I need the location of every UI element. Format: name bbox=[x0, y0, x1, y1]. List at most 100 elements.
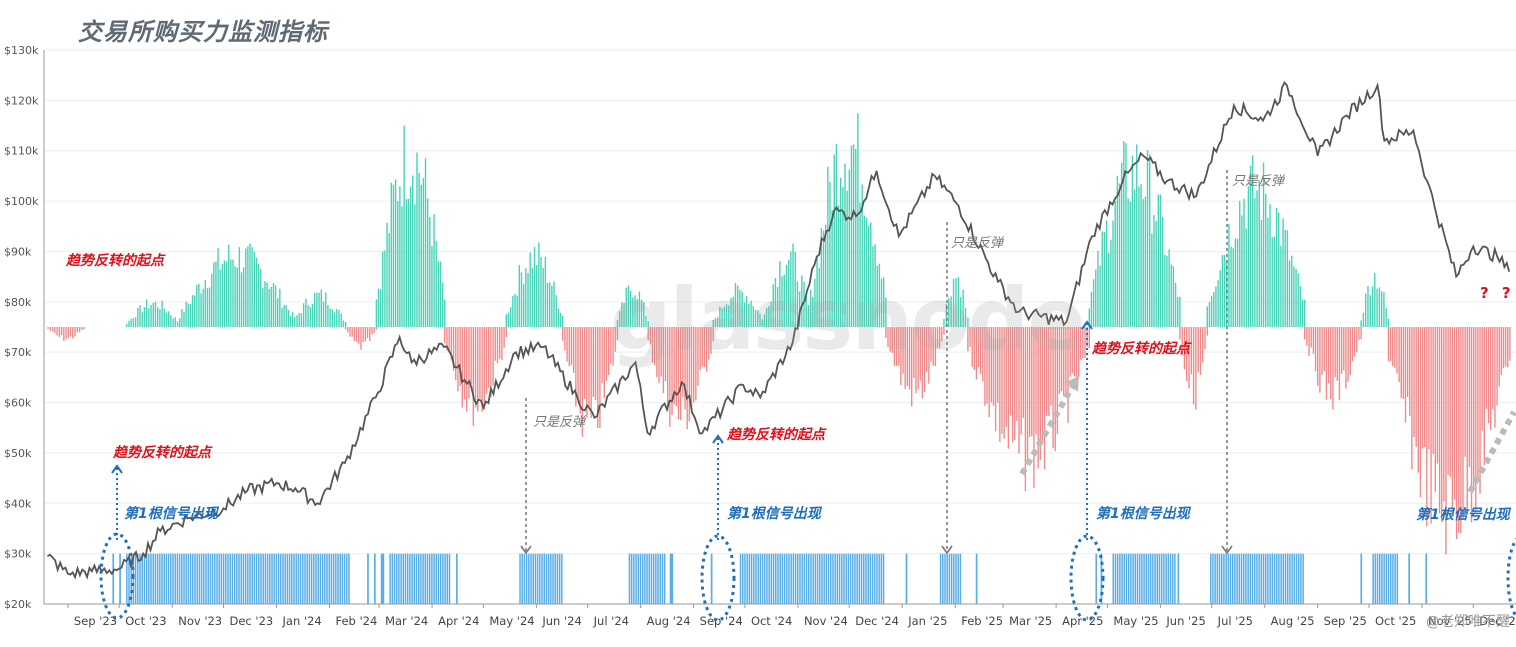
signal-bar bbox=[264, 553, 267, 604]
buying-power-bar-positive bbox=[132, 318, 135, 327]
buying-power-bar-positive bbox=[859, 202, 861, 327]
signal-bar bbox=[1212, 553, 1214, 604]
buying-power-bar-positive bbox=[377, 288, 380, 327]
signal-bar bbox=[830, 553, 832, 604]
buying-power-bar-negative bbox=[1453, 327, 1456, 500]
buying-power-bar-positive bbox=[1288, 260, 1291, 327]
buying-power-bar-positive bbox=[437, 261, 440, 327]
buying-power-bar-positive bbox=[531, 268, 534, 327]
signal-bar bbox=[1376, 553, 1379, 604]
buying-power-bar-negative bbox=[979, 327, 982, 374]
buying-power-bar-positive bbox=[1101, 231, 1103, 327]
signal-bar bbox=[753, 553, 755, 604]
signal-bar bbox=[141, 553, 143, 604]
buying-power-bar-positive bbox=[1380, 291, 1383, 327]
signal-bar bbox=[400, 553, 402, 604]
buying-power-bar-negative bbox=[65, 327, 67, 340]
signal-bar bbox=[1275, 553, 1278, 604]
buying-power-bar-positive bbox=[865, 217, 868, 327]
buying-power-bar-negative bbox=[1332, 327, 1334, 410]
buying-power-bar-positive bbox=[128, 320, 130, 327]
buying-power-bar-negative bbox=[1353, 327, 1356, 357]
buying-power-bar-negative bbox=[610, 327, 612, 364]
buying-power-bar-negative bbox=[69, 327, 72, 337]
signal-bar bbox=[819, 553, 821, 604]
buying-power-bar-negative bbox=[1077, 327, 1080, 378]
buying-power-bar-positive bbox=[728, 305, 730, 327]
signal-bar bbox=[317, 553, 319, 604]
buying-power-bar-negative bbox=[351, 327, 353, 337]
signal-bar bbox=[269, 553, 271, 604]
signal-bar bbox=[630, 553, 633, 604]
buying-power-bar-negative bbox=[994, 327, 997, 432]
buying-power-bar-positive bbox=[507, 312, 510, 327]
buying-power-bar-negative bbox=[1181, 327, 1183, 356]
signal-bar bbox=[532, 553, 534, 604]
signal-bar bbox=[781, 553, 784, 604]
signal-bar bbox=[324, 553, 326, 604]
buying-power-bar-positive bbox=[268, 288, 270, 327]
buying-power-bar-positive bbox=[1273, 236, 1276, 327]
signal-bar bbox=[236, 553, 238, 604]
signal-bar bbox=[198, 553, 201, 604]
buying-power-bar-negative bbox=[505, 327, 508, 338]
buying-power-bar-negative bbox=[1458, 327, 1460, 533]
signal-bar bbox=[1163, 553, 1165, 604]
signal-bar bbox=[657, 553, 659, 604]
x-tick-label: Oct '23 bbox=[125, 614, 166, 628]
signal-bar bbox=[1095, 553, 1098, 604]
signal-bar bbox=[823, 553, 825, 604]
buying-power-bar-negative bbox=[577, 327, 579, 403]
signal-bar bbox=[143, 553, 146, 604]
buying-power-bar-positive bbox=[748, 303, 750, 327]
signal-bar bbox=[1236, 553, 1238, 604]
buying-power-bar-positive bbox=[294, 317, 296, 327]
buying-power-bar-negative bbox=[1404, 327, 1407, 423]
buying-power-bar-positive bbox=[1260, 219, 1263, 327]
signal-bar bbox=[669, 553, 674, 604]
signal-bar bbox=[233, 553, 236, 604]
trend-reversal-label-3: 趋势反转的起点 bbox=[727, 427, 825, 443]
signal-bar bbox=[766, 553, 768, 604]
buying-power-bar-positive bbox=[1234, 238, 1237, 327]
buying-power-bar-positive bbox=[444, 299, 446, 327]
buying-power-bar-positive bbox=[1166, 255, 1168, 327]
buying-power-bar-positive bbox=[1120, 162, 1123, 327]
buying-power-bar-positive bbox=[640, 299, 643, 327]
signal-bar bbox=[422, 553, 424, 604]
signal-bar bbox=[779, 553, 781, 604]
buying-power-bar-positive bbox=[1295, 268, 1297, 327]
buying-power-bar-positive bbox=[230, 259, 232, 327]
signal-bar bbox=[1125, 553, 1128, 604]
signal-bar bbox=[1134, 553, 1137, 604]
trend-reversal-label-1: 趋势反转的起点 bbox=[66, 253, 164, 269]
signal-bar bbox=[650, 553, 653, 604]
buying-power-bar-positive bbox=[1159, 194, 1162, 327]
buying-power-bar-positive bbox=[730, 298, 732, 327]
buying-power-bar-positive bbox=[1241, 215, 1243, 327]
buying-power-bar-positive bbox=[783, 274, 785, 327]
buying-power-bar-positive bbox=[725, 304, 728, 327]
buying-power-bar-negative bbox=[353, 327, 356, 342]
buying-power-bar-negative bbox=[74, 327, 76, 337]
signal-bar bbox=[874, 553, 876, 604]
signal-bar bbox=[176, 553, 179, 604]
buying-power-bar-negative bbox=[1306, 327, 1308, 346]
buying-power-bar-positive bbox=[807, 305, 810, 327]
buying-power-bar-positive bbox=[1090, 291, 1093, 327]
buying-power-bar-negative bbox=[494, 327, 497, 361]
signal-bar bbox=[137, 553, 139, 604]
buying-power-bar-negative bbox=[710, 327, 712, 354]
signal-bar bbox=[812, 553, 814, 604]
signal-bar bbox=[343, 553, 346, 604]
buying-power-bar-positive bbox=[1155, 221, 1157, 327]
buying-power-bar-positive bbox=[1267, 218, 1269, 327]
buying-power-bar-negative bbox=[590, 327, 592, 419]
buying-power-bar-negative bbox=[1325, 327, 1328, 400]
buying-power-bar-positive bbox=[163, 308, 166, 327]
buying-power-bar-positive bbox=[174, 317, 177, 327]
buying-power-bar-negative bbox=[452, 327, 455, 371]
signal-bar bbox=[878, 553, 880, 604]
signal-bar bbox=[1156, 553, 1159, 604]
buying-power-bar-positive bbox=[518, 264, 521, 327]
